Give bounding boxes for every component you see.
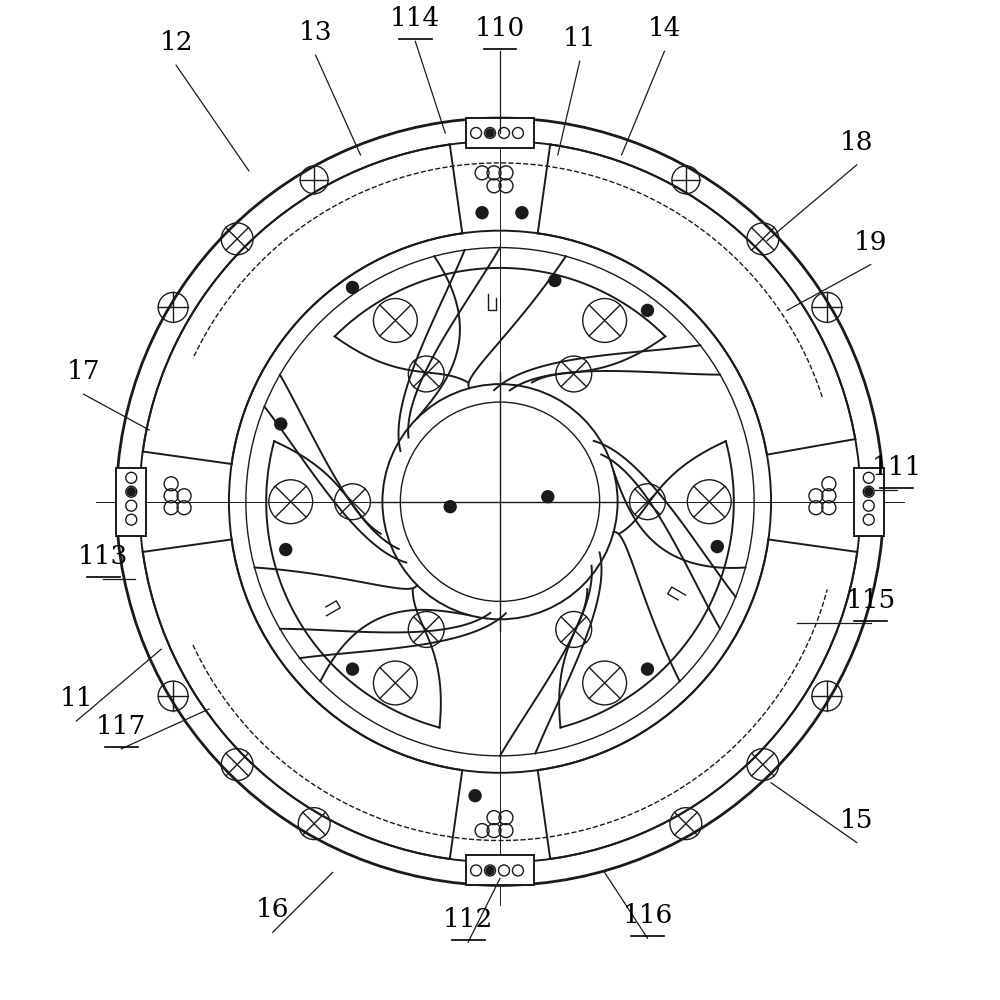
Circle shape xyxy=(347,281,358,293)
Text: 112: 112 xyxy=(443,907,493,932)
Bar xyxy=(854,468,884,536)
Circle shape xyxy=(486,129,494,137)
Circle shape xyxy=(486,866,494,874)
Circle shape xyxy=(542,491,554,503)
Circle shape xyxy=(444,501,456,513)
Text: 116: 116 xyxy=(622,903,673,928)
Circle shape xyxy=(711,541,723,553)
Bar xyxy=(466,855,534,885)
Circle shape xyxy=(865,488,873,496)
Text: 13: 13 xyxy=(299,20,332,45)
Circle shape xyxy=(642,304,653,316)
Text: 15: 15 xyxy=(840,808,874,833)
Text: 115: 115 xyxy=(846,588,896,613)
Circle shape xyxy=(275,418,287,430)
Text: 11: 11 xyxy=(60,686,93,711)
Text: 111: 111 xyxy=(872,455,922,480)
Circle shape xyxy=(127,488,135,496)
Circle shape xyxy=(469,790,481,802)
Text: 11: 11 xyxy=(563,26,596,51)
Circle shape xyxy=(347,663,358,675)
Text: 113: 113 xyxy=(78,544,129,569)
Text: 117: 117 xyxy=(96,714,146,739)
Text: 12: 12 xyxy=(159,30,193,55)
Text: 17: 17 xyxy=(67,359,100,384)
Circle shape xyxy=(549,275,561,286)
Circle shape xyxy=(280,544,292,556)
Bar xyxy=(116,468,146,536)
Circle shape xyxy=(476,207,488,219)
Text: 16: 16 xyxy=(256,897,290,922)
Text: 14: 14 xyxy=(648,16,681,41)
Text: 110: 110 xyxy=(475,16,525,41)
Circle shape xyxy=(642,663,653,675)
Text: 19: 19 xyxy=(854,230,887,255)
Circle shape xyxy=(516,207,528,219)
Text: 114: 114 xyxy=(390,6,440,31)
Bar xyxy=(466,118,534,148)
Text: 18: 18 xyxy=(840,130,874,155)
